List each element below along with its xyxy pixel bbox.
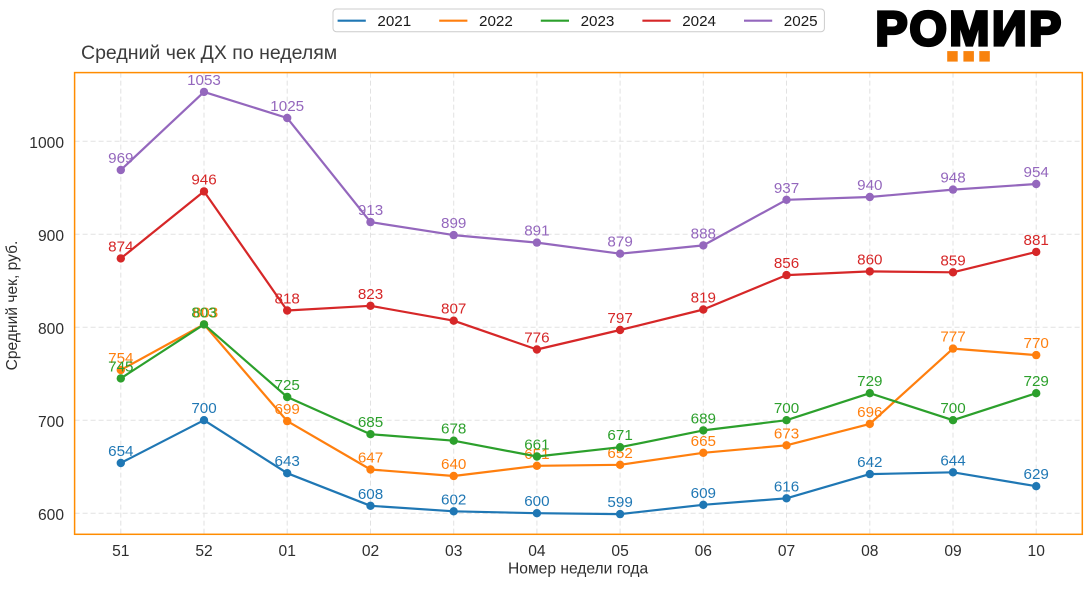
svg-text:699: 699 (275, 401, 300, 418)
svg-text:946: 946 (191, 171, 216, 188)
svg-text:661: 661 (524, 437, 549, 454)
svg-text:08: 08 (861, 543, 878, 560)
svg-text:05: 05 (611, 543, 629, 560)
svg-text:881: 881 (1024, 232, 1049, 249)
svg-text:900: 900 (38, 228, 64, 245)
svg-text:602: 602 (441, 491, 466, 508)
svg-text:04: 04 (528, 543, 546, 560)
svg-text:754: 754 (108, 350, 133, 367)
svg-text:616: 616 (774, 478, 799, 495)
svg-text:51: 51 (112, 543, 129, 560)
svg-text:РОМИР: РОМИР (876, 3, 1064, 56)
svg-text:777: 777 (940, 329, 965, 346)
svg-text:Номер недели года: Номер недели года (508, 561, 648, 578)
svg-text:52: 52 (195, 543, 212, 560)
svg-text:1053: 1053 (187, 72, 221, 89)
svg-text:700: 700 (38, 414, 64, 431)
svg-text:776: 776 (524, 330, 549, 347)
svg-text:940: 940 (857, 177, 882, 194)
svg-text:10: 10 (1028, 543, 1046, 560)
svg-text:2025: 2025 (784, 13, 818, 30)
svg-text:797: 797 (607, 310, 632, 327)
svg-text:874: 874 (108, 238, 133, 255)
svg-text:888: 888 (691, 225, 716, 242)
svg-text:800: 800 (38, 321, 64, 338)
svg-text:2023: 2023 (581, 13, 615, 30)
svg-text:899: 899 (441, 215, 466, 232)
svg-text:859: 859 (940, 252, 965, 269)
svg-text:819: 819 (691, 290, 716, 307)
svg-text:01: 01 (279, 543, 296, 560)
svg-text:644: 644 (940, 452, 965, 469)
svg-text:673: 673 (774, 425, 799, 442)
svg-text:913: 913 (358, 202, 383, 219)
svg-text:2021: 2021 (377, 13, 411, 30)
svg-text:2022: 2022 (479, 13, 513, 30)
svg-text:969: 969 (108, 150, 133, 167)
svg-text:608: 608 (358, 486, 383, 503)
svg-text:Средний чек ДХ по неделям: Средний чек ДХ по неделям (81, 42, 337, 64)
svg-text:652: 652 (607, 445, 632, 462)
svg-text:03: 03 (445, 543, 462, 560)
svg-text:745: 745 (108, 358, 133, 375)
svg-text:678: 678 (441, 421, 466, 438)
svg-text:803: 803 (191, 304, 216, 321)
svg-text:07: 07 (778, 543, 795, 560)
svg-text:696: 696 (857, 404, 882, 421)
svg-text:770: 770 (1024, 335, 1049, 352)
svg-text:856: 856 (774, 255, 799, 272)
svg-text:06: 06 (695, 543, 712, 560)
svg-text:948: 948 (940, 170, 965, 187)
svg-text:954: 954 (1024, 164, 1049, 181)
svg-text:600: 600 (524, 493, 549, 510)
svg-text:647: 647 (358, 450, 383, 467)
svg-text:860: 860 (857, 251, 882, 268)
svg-text:1025: 1025 (270, 98, 304, 115)
svg-text:823: 823 (358, 286, 383, 303)
svg-text:629: 629 (1024, 466, 1049, 483)
svg-text:891: 891 (524, 223, 549, 240)
svg-text:729: 729 (1024, 373, 1049, 390)
svg-text:725: 725 (275, 377, 300, 394)
svg-text:09: 09 (944, 543, 961, 560)
svg-text:599: 599 (607, 494, 632, 511)
svg-text:600: 600 (38, 507, 64, 524)
svg-text:689: 689 (691, 410, 716, 427)
svg-text:700: 700 (774, 400, 799, 417)
svg-text:803: 803 (193, 304, 218, 321)
svg-text:671: 671 (607, 427, 632, 444)
svg-text:Средний чек, руб.: Средний чек, руб. (4, 241, 21, 371)
svg-text:1000: 1000 (29, 135, 64, 152)
svg-text:879: 879 (607, 234, 632, 251)
svg-text:700: 700 (191, 400, 216, 417)
svg-text:685: 685 (358, 414, 383, 431)
svg-text:640: 640 (441, 456, 466, 473)
svg-text:609: 609 (691, 485, 716, 502)
svg-text:729: 729 (857, 373, 882, 390)
svg-text:643: 643 (275, 453, 300, 470)
svg-text:700: 700 (940, 400, 965, 417)
svg-text:665: 665 (691, 433, 716, 450)
svg-text:02: 02 (362, 543, 379, 560)
svg-text:818: 818 (275, 291, 300, 308)
svg-text:654: 654 (108, 443, 133, 460)
svg-text:807: 807 (441, 301, 466, 318)
svg-text:642: 642 (857, 454, 882, 471)
svg-text:2024: 2024 (682, 13, 716, 30)
svg-text:937: 937 (774, 180, 799, 197)
